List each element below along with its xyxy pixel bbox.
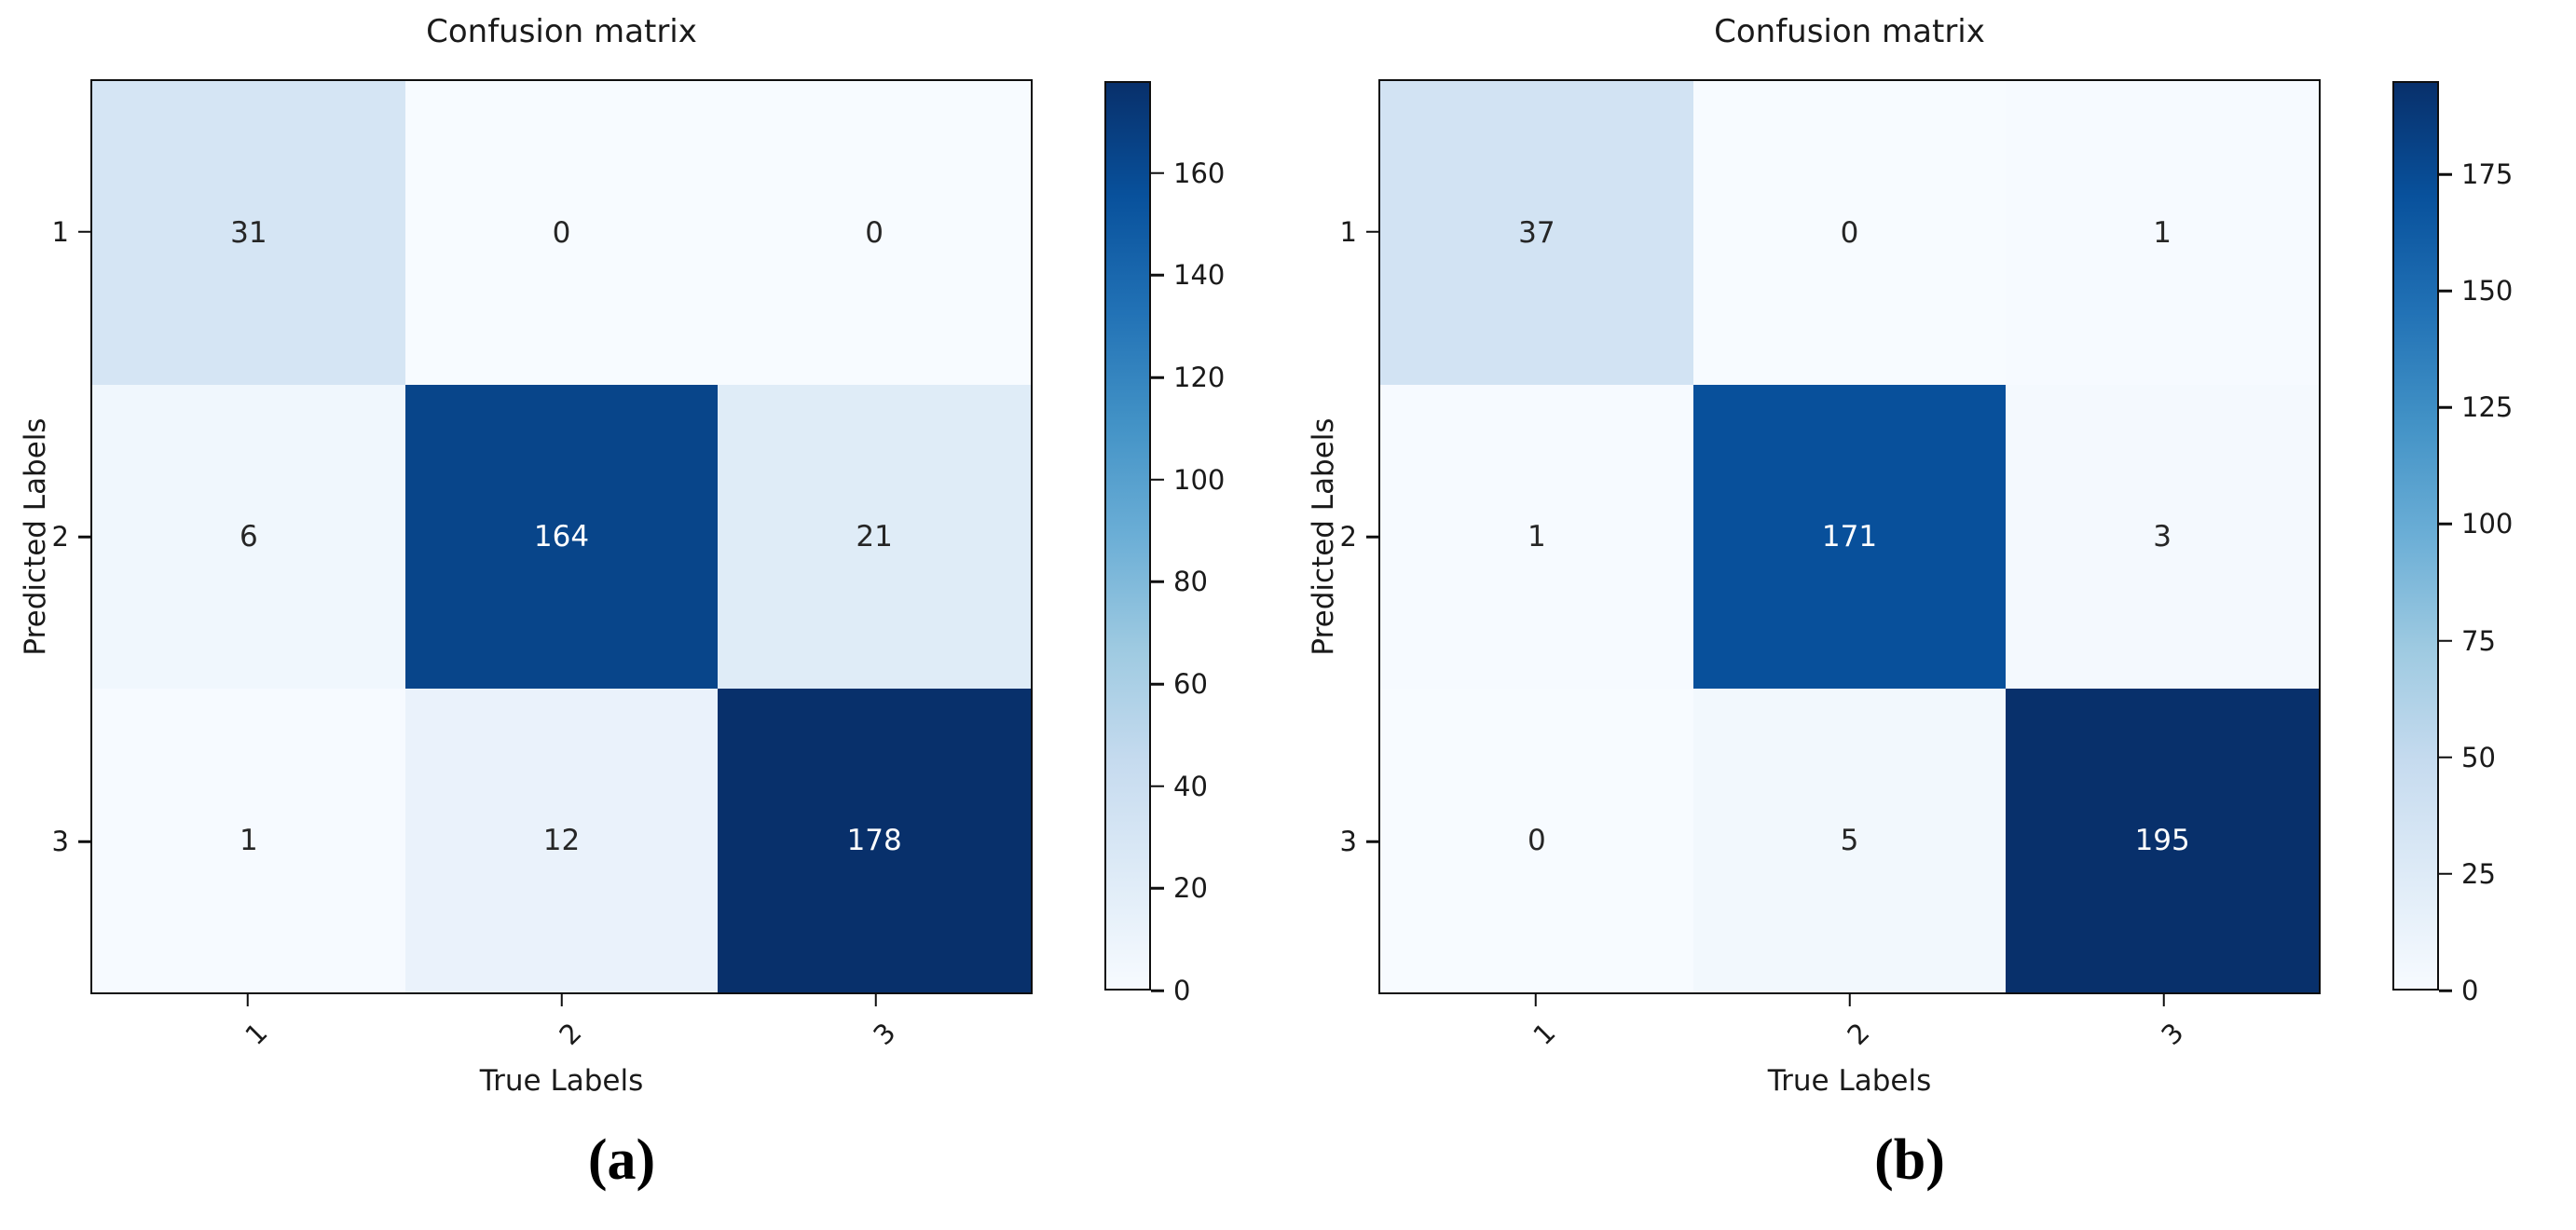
colorbar-tick-mark (2439, 639, 2452, 642)
matrix-cell: 12 (404, 689, 719, 992)
matrix-cell: 37 (1380, 81, 1693, 385)
colorbar-tick-label: 75 (2461, 624, 2496, 657)
y-tick-label: 1 (51, 215, 69, 248)
colorbar-tick-label: 40 (1173, 770, 1208, 802)
colorbar-tick-label: 20 (1173, 872, 1208, 905)
colorbar-tick-label: 140 (1173, 259, 1226, 292)
x-tick-mark (1848, 994, 1851, 1006)
matrix-cell: 0 (1692, 81, 2007, 385)
y-tick-label: 1 (1339, 215, 1357, 248)
colorbar-tick-mark (2439, 523, 2452, 526)
x-tick-mark (874, 994, 877, 1006)
x-tick-mark (1534, 994, 1537, 1006)
matrix-cell: 3 (2006, 385, 2319, 689)
colorbar-tick-label: 80 (1173, 566, 1208, 598)
matrix-cell: 0 (1380, 689, 1693, 992)
colorbar-tick-mark (1151, 785, 1164, 787)
matrix-cell: 1 (92, 689, 405, 992)
y-tick-mark (78, 840, 90, 843)
colorbar (2392, 81, 2439, 991)
colorbar-tick-label: 100 (2461, 508, 2514, 540)
colorbar-tick-mark (2439, 756, 2452, 758)
y-tick-mark (78, 535, 90, 539)
matrix-cell: 0 (404, 81, 719, 385)
colorbar-tick-label: 0 (1173, 975, 1191, 1006)
colorbar-tick-mark (1151, 274, 1164, 277)
heatmap-cells: 31 0 0 6 164 21 1 12 178 (92, 81, 1031, 992)
colorbar-tick-mark (1151, 171, 1164, 174)
x-axis-label: True Labels (1767, 1064, 1932, 1098)
colorbar-tick-label: 125 (2461, 391, 2514, 424)
colorbar-tick-label: 175 (2461, 158, 2514, 191)
subfigure-caption: (a) (587, 1128, 656, 1192)
y-axis-label: Predicted Labels (1307, 417, 1340, 656)
matrix-cell: 6 (92, 385, 405, 689)
subfigure-caption: (b) (1874, 1128, 1945, 1192)
colorbar-tick-mark (2439, 872, 2452, 876)
colorbar-tick-mark (1151, 478, 1164, 481)
x-tick-mark (246, 994, 249, 1006)
y-tick-mark (1366, 840, 1378, 843)
matrix-cell: 5 (1692, 689, 2007, 992)
colorbar-tick-label: 25 (2461, 857, 2496, 890)
colorbar-tick-mark (1151, 376, 1164, 379)
y-tick-mark (1366, 535, 1378, 539)
plot-title: Confusion matrix (1714, 13, 1985, 50)
colorbar-tick-label: 60 (1173, 668, 1208, 700)
matrix-cell: 31 (92, 81, 405, 385)
matrix-cell: 21 (718, 385, 1031, 689)
colorbar (1104, 81, 1151, 991)
y-tick-label: 3 (1339, 826, 1357, 858)
colorbar-tick-label: 50 (2461, 741, 2496, 773)
matrix-cell: 0 (718, 81, 1031, 385)
colorbar-tick-label: 120 (1173, 362, 1226, 394)
colorbar-tick-label: 160 (1173, 157, 1226, 189)
x-axis-label: True Labels (479, 1064, 644, 1098)
colorbar-tick-label: 0 (2461, 975, 2479, 1006)
confusion-matrix-panel-a: Confusion matrix Predicted Labels 31 0 0 6 1… (19, 13, 1226, 1192)
plot-title: Confusion matrix (426, 13, 697, 50)
colorbar-tick-mark (1151, 682, 1164, 686)
colorbar-tick-mark (1151, 989, 1164, 992)
colorbar-tick-mark (1151, 581, 1164, 583)
heatmap-cells: 37 0 1 1 171 3 0 5 195 (1380, 81, 2319, 992)
colorbar-tick-label: 100 (1173, 463, 1226, 496)
matrix-cell: 164 (404, 385, 719, 689)
colorbar-tick-mark (2439, 172, 2452, 176)
colorbar-tick-mark (2439, 289, 2452, 293)
heatmap-axes: 31 0 0 6 164 21 1 12 178 (90, 79, 1033, 994)
matrix-cell: 1 (1380, 385, 1693, 689)
colorbar-tick-mark (2439, 406, 2452, 409)
y-tick-label: 3 (51, 826, 69, 858)
y-tick-label: 2 (51, 521, 69, 553)
colorbar-tick-mark (2439, 989, 2452, 992)
matrix-cell: 1 (2006, 81, 2319, 385)
x-tick-mark (560, 994, 563, 1006)
colorbar-tick-mark (1151, 887, 1164, 890)
y-tick-label: 2 (1339, 521, 1357, 553)
heatmap-axes: 37 0 1 1 171 3 0 5 195 (1378, 79, 2321, 994)
matrix-cell: 178 (718, 689, 1031, 992)
y-tick-mark (78, 230, 90, 233)
colorbar-tick-label: 150 (2461, 275, 2514, 308)
y-tick-mark (1366, 230, 1378, 233)
confusion-matrix-panel-b: Confusion matrix Predicted Labels 37 0 1 1 1… (1307, 13, 2514, 1192)
matrix-cell: 195 (2006, 689, 2319, 992)
x-tick-mark (2162, 994, 2165, 1006)
matrix-cell: 171 (1692, 385, 2007, 689)
y-axis-label: Predicted Labels (19, 417, 52, 656)
